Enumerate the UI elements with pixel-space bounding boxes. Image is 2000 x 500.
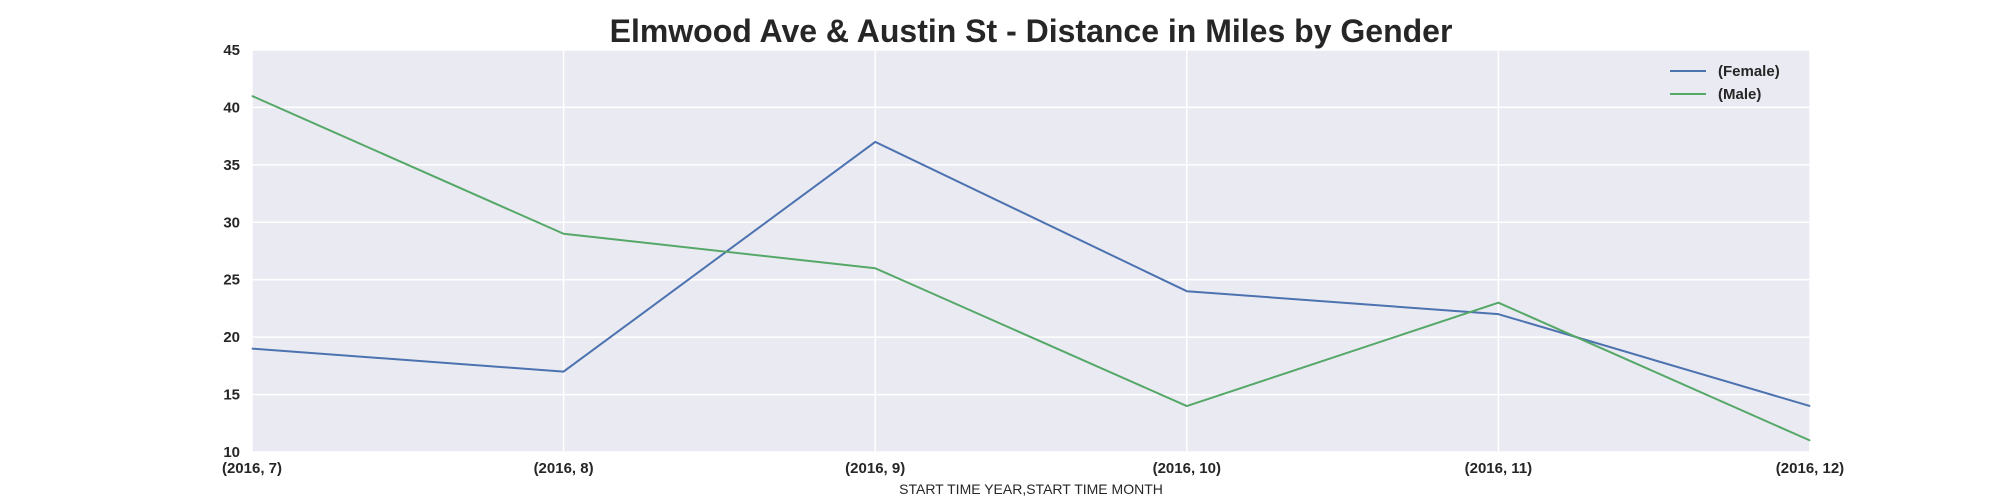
- y-tick-label-2: 20: [223, 329, 240, 346]
- y-tick-label-5: 35: [223, 157, 240, 174]
- legend-label-1: (Male): [1718, 86, 1761, 103]
- x-tick-labels: (2016, 7) (2016, 8) (2016, 9) (2016, 10) (20…: [222, 460, 1844, 477]
- plot-area: [252, 50, 1810, 452]
- y-tick-label-1: 15: [223, 387, 240, 404]
- data-point-s1-4: [1497, 302, 1499, 304]
- y-tick-label-0: 10: [223, 444, 240, 461]
- data-point-s0-4: [1497, 313, 1499, 315]
- data-point-s1-0: [251, 95, 253, 97]
- data-point-s0-0: [251, 348, 253, 350]
- x-axis-label: START TIME YEAR,START TIME MONTH: [899, 481, 1163, 497]
- data-point-s0-5: [1809, 405, 1811, 407]
- y-tick-labels: 10 15 20 25 30 35 40 45: [223, 42, 240, 461]
- data-point-s0-1: [563, 371, 565, 373]
- x-tick-label-1: (2016, 8): [534, 460, 594, 477]
- y-tick-label-3: 25: [223, 272, 240, 289]
- data-point-s0-2: [874, 141, 876, 143]
- x-tick-label-2: (2016, 9): [845, 460, 905, 477]
- x-tick-label-3: (2016, 10): [1153, 460, 1221, 477]
- x-tick-label-5: (2016, 12): [1776, 460, 1844, 477]
- y-tick-label-7: 45: [223, 42, 240, 59]
- grid-lines: [251, 49, 1811, 453]
- chart-title: Elmwood Ave & Austin St - Distance in Mi…: [610, 13, 1453, 49]
- data-point-s1-1: [563, 233, 565, 235]
- x-tick-label-4: (2016, 11): [1465, 460, 1533, 477]
- y-tick-label-4: 30: [223, 214, 240, 231]
- legend-label-0: (Female): [1718, 63, 1780, 80]
- legend: (Female) (Male): [1670, 63, 1780, 103]
- x-tick-label-0: (2016, 7): [222, 460, 282, 477]
- data-point-s1-3: [1186, 405, 1188, 407]
- y-tick-label-6: 40: [223, 99, 240, 116]
- series-line-0: [251, 140, 1811, 408]
- series-lines: [251, 95, 1811, 442]
- data-point-s1-5: [1809, 440, 1811, 442]
- data-point-s0-3: [1186, 290, 1188, 292]
- data-point-s1-2: [874, 267, 876, 269]
- series-line-1: [251, 95, 1811, 442]
